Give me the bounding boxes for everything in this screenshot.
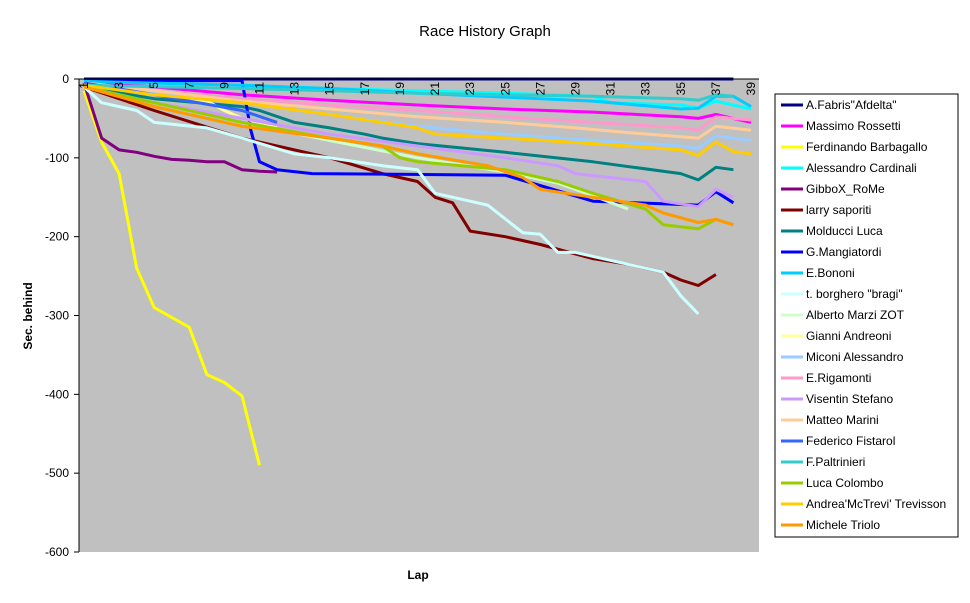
legend: A.Fabris"Afdelta" Massimo Rossetti Ferdina…: [781, 98, 946, 532]
x-tick-label: 23: [463, 82, 477, 96]
series-line-18: [83, 83, 734, 102]
x-tick-label: 19: [393, 82, 407, 96]
y-tick-label: -600: [45, 545, 69, 559]
legend-entry: F.Paltrinieri: [806, 455, 865, 469]
legend-entry: G.Mangiatordi: [806, 245, 881, 259]
x-axis-ticks: 1 3 5 7 9 11 13 15 17 19 21 23 25 27 29 31 33 35 37 39: [77, 82, 758, 96]
x-tick-label: 31: [604, 82, 618, 96]
x-tick-label: 27: [533, 82, 547, 96]
series-line-16: [83, 81, 752, 140]
legend-entry: A.Fabris"Afdelta": [806, 98, 897, 112]
series-line-10: [82, 85, 700, 315]
x-tick-label: 9: [217, 82, 231, 89]
legend-entry: E.Bononi: [806, 266, 855, 280]
x-tick-label: 29: [568, 82, 582, 96]
x-tick-label: 17: [358, 82, 372, 96]
legend-box: [774, 93, 959, 538]
x-axis-label: Lap: [407, 568, 428, 582]
series-line-6: [83, 85, 717, 287]
x-tick-label: 5: [147, 82, 161, 89]
x-tick-label: 13: [288, 82, 302, 96]
y-tick-label: -100: [45, 151, 69, 165]
legend-entry: Miconi Alessandro: [806, 350, 904, 364]
x-tick-label: 11: [253, 82, 267, 95]
y-axis-label: Sec. behind: [21, 282, 35, 349]
series-line-15: [83, 85, 735, 209]
x-tick-label: 3: [112, 82, 126, 89]
legend-entry: Luca Colombo: [806, 476, 884, 490]
plot-area: [79, 79, 759, 552]
x-tick-label: 1: [77, 82, 91, 89]
x-tick-label: 25: [498, 82, 512, 96]
legend-entry: larry saporiti: [806, 203, 871, 217]
series-line-19: [83, 85, 734, 231]
x-tick-label: 21: [428, 82, 442, 96]
legend-entry: Andrea'McTrevi' Trevisson: [806, 497, 946, 511]
series-layer: [82, 77, 752, 466]
legend-entry: E.Rigamonti: [806, 371, 871, 385]
y-axis-ticks: 0 -100 -200 -300 -400 -500 -600: [45, 72, 79, 559]
legend-entry: GibboX_RoMe: [806, 182, 885, 196]
series-line-14: [83, 81, 752, 132]
x-tick-label: 35: [674, 82, 688, 96]
legend-entry: Matteo Marini: [806, 413, 879, 427]
series-line-2: [83, 81, 752, 124]
series-line-20: [83, 83, 752, 157]
legend-entry: Michele Triolo: [806, 518, 880, 532]
x-tick-label: 37: [709, 82, 723, 96]
legend-entry: Molducci Luca: [806, 224, 883, 238]
x-tick-label: 39: [744, 82, 758, 96]
legend-entry: Federico Fistarol: [806, 434, 895, 448]
legend-entry: Massimo Rossetti: [806, 119, 901, 133]
y-tick-label: 0: [62, 72, 69, 86]
legend-entry: t. borghero "bragi": [806, 287, 903, 301]
y-tick-label: -400: [45, 387, 69, 401]
legend-entry: Ferdinando Barbagallo: [806, 140, 928, 154]
legend-entry: Alessandro Cardinali: [806, 161, 917, 175]
series-line-21: [83, 85, 734, 227]
legend-entry: Visentin Stefano: [806, 392, 894, 406]
legend-entry: Gianni Andreoni: [806, 329, 891, 343]
legend-entry: Alberto Marzi ZOT: [806, 308, 905, 322]
x-tick-label: 15: [323, 82, 337, 96]
y-tick-label: -500: [45, 466, 69, 480]
series-line-5: [82, 82, 278, 174]
x-tick-label: 7: [182, 82, 196, 89]
chart-title: Race History Graph: [419, 23, 551, 40]
series-line-3: [82, 90, 261, 466]
y-tick-label: -300: [45, 309, 69, 323]
x-tick-label: 33: [639, 82, 653, 96]
y-tick-label: -200: [45, 230, 69, 244]
